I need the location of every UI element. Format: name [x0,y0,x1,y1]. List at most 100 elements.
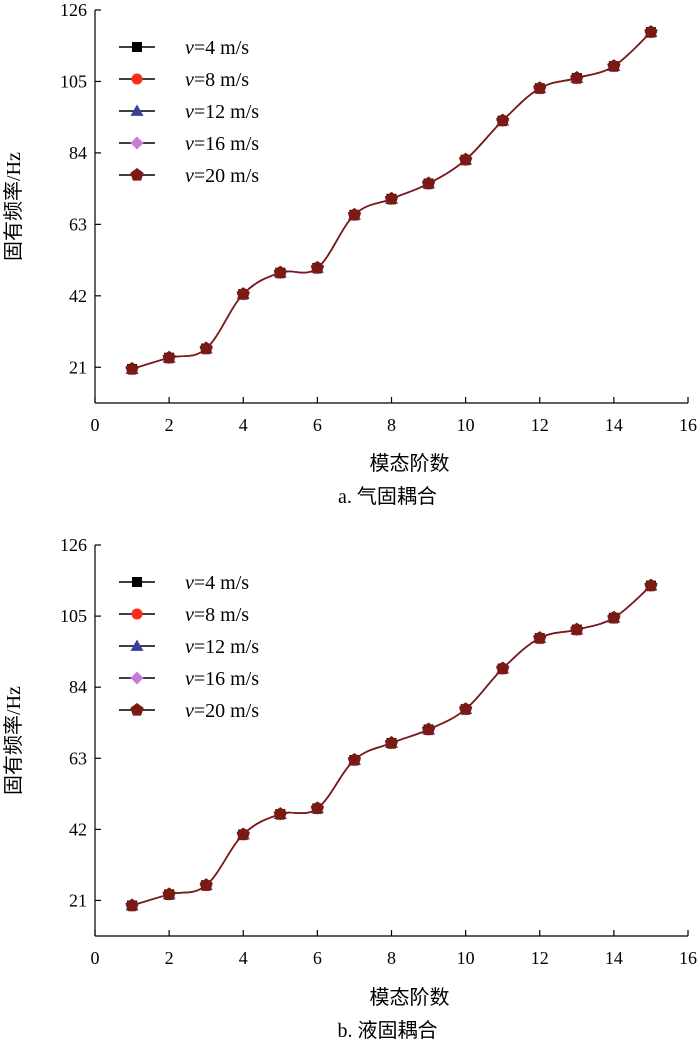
legend-value: =4 m/s [194,37,249,59]
data-point [607,59,621,72]
legend-value: =8 m/s [194,604,249,626]
legend-label: v=8 m/s [185,604,249,626]
data-point [199,341,213,355]
data-point [570,622,584,636]
y-axis-label: 固有频率/Hz [2,686,25,795]
x-tick-label: 14 [605,415,623,435]
x-tick-label: 12 [531,415,549,435]
data-point [347,752,362,766]
y-tick-label: 42 [69,819,87,839]
x-tick-label: 2 [165,415,174,435]
legend-var: v [185,69,194,91]
legend-marker [130,136,144,150]
legend-label: v=4 m/s [185,572,249,594]
legend-label: v=8 m/s [185,69,249,91]
y-tick-label: 105 [60,606,87,626]
legend-label: v=16 m/s [185,133,259,155]
legend-label: v=20 m/s [185,700,259,722]
x-axis-label: 模态阶数 [370,452,450,475]
legend-label: v=12 m/s [185,101,259,123]
legend-var: v [185,668,194,690]
data-point [496,113,510,127]
data-point [570,71,584,84]
data-point [273,265,287,279]
data-point [533,631,547,644]
legend-marker [130,168,144,181]
y-tick-label: 84 [69,677,87,697]
data-point [644,578,658,592]
x-tick-label: 0 [91,948,100,968]
legend-marker [130,639,144,651]
legend-value: =4 m/s [194,572,249,594]
legend-marker [130,671,144,685]
legend-var: v [185,572,194,594]
data-point [125,898,139,912]
data-point [533,81,547,94]
x-tick-label: 8 [387,415,396,435]
y-tick-label: 21 [69,890,87,910]
x-tick-label: 16 [679,948,697,968]
legend-marker [132,577,142,587]
legend-value: =12 m/s [194,636,259,658]
x-tick-label: 4 [239,415,248,435]
legend-var: v [185,133,194,155]
y-tick-label: 126 [60,0,87,20]
x-tick-label: 14 [605,948,623,968]
x-tick-label: 6 [313,948,322,968]
chart-b: 21 42 63 84 105 126 0 2 4 6 8 10 12 14 16 模态阶数 固有频率/Hz b.… [2,535,697,1042]
data-point [496,661,510,675]
legend-label: v=20 m/s [185,165,259,187]
data-point [273,807,287,820]
data-point [421,722,436,736]
legend-var: v [185,37,194,59]
legend-label: v=12 m/s [185,636,259,658]
y-tick-label: 42 [69,286,87,306]
data-point [162,350,176,364]
x-tick-label: 10 [457,948,475,968]
x-tick-label: 10 [457,415,475,435]
legend-value: =8 m/s [194,69,249,91]
x-tick-label: 8 [387,948,396,968]
data-point [384,191,399,205]
legend-var: v [185,700,194,722]
legend-value: =16 m/s [194,668,259,690]
data-point [162,887,176,901]
legend-marker [130,104,144,116]
x-tick-label: 16 [679,415,697,435]
x-axis-label: 模态阶数 [370,986,450,1009]
legend-var: v [185,636,194,658]
data-point [458,702,473,715]
y-tick-label: 126 [60,535,87,555]
x-tick-label: 2 [165,948,174,968]
subplot-caption: b. 液固耦合 [338,1019,438,1042]
legend-value: =12 m/s [194,101,259,123]
legend-var: v [185,101,194,123]
legend-label: v=4 m/s [185,37,249,59]
y-axis-label: 固有频率/Hz [2,152,25,261]
y-tick-label: 63 [69,214,87,234]
x-tick-label: 12 [531,948,549,968]
data-point [644,25,658,38]
legend-value: =16 m/s [194,133,259,155]
data-point [310,801,325,815]
data-point [236,827,250,841]
legend-var: v [185,604,194,626]
data-point [125,361,139,375]
data-point [458,152,473,166]
data-point [607,610,621,624]
chart-a: 21 42 63 84 105 126 0 2 4 6 8 10 12 14 16 模态阶数 固有频率/Hz a.… [2,0,697,508]
legend-value: =20 m/s [194,700,259,722]
data-point [384,736,399,749]
data-point [199,878,213,891]
x-tick-label: 6 [313,415,322,435]
x-tick-label: 4 [239,948,248,968]
y-tick-label: 105 [60,71,87,91]
legend-value: =20 m/s [194,165,259,187]
legend-marker [132,42,142,52]
data-point [347,207,362,221]
y-tick-label: 63 [69,748,87,768]
legend-marker [130,703,144,716]
data-point [421,176,436,190]
data-point [310,260,325,274]
